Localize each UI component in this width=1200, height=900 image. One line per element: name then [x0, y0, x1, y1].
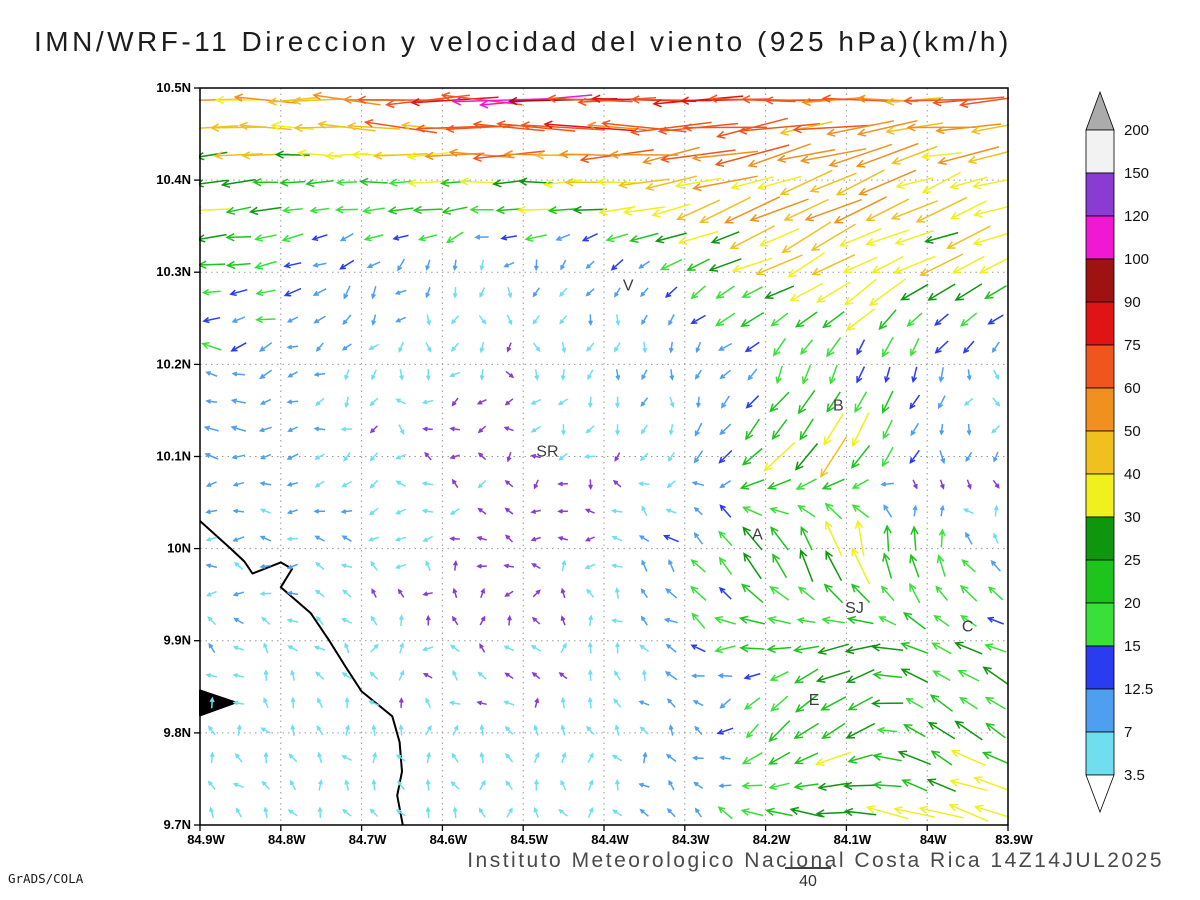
station-label: E [809, 692, 820, 709]
colorbar-tick-label: 15 [1124, 638, 1141, 655]
station-label: B [833, 397, 844, 414]
colorbar-over-cap [1085, 90, 1115, 131]
colorbar-tick-label: 25 [1124, 552, 1141, 569]
x-tick-label: 84.4W [591, 832, 629, 847]
colorbar-segment [1085, 301, 1115, 346]
colorbar-tick-label: 7 [1124, 724, 1132, 741]
reference-vector-label: 40 [799, 873, 817, 890]
x-tick-label: 84.9W [187, 832, 225, 847]
colorbar-segment [1085, 172, 1115, 217]
colorbar-tick-label: 75 [1124, 337, 1141, 354]
x-tick-label: 84.2W [753, 832, 791, 847]
footer-caption: Instituto Meteorologico Nacional Costa R… [467, 849, 1164, 872]
x-tick-label: 84.7W [349, 832, 387, 847]
colorbar-tick-label: 12.5 [1124, 681, 1153, 698]
y-tick-label: 10.5N [156, 80, 191, 95]
colorbar-segment [1085, 387, 1115, 432]
y-tick-label: 10.2N [156, 356, 191, 371]
colorbar-tick-label: 100 [1124, 251, 1149, 268]
colorbar-tick-label: 50 [1124, 423, 1141, 440]
chart-title: IMN/WRF-11 Direccion y velocidad del vie… [34, 26, 1012, 57]
station-label: C [962, 619, 974, 636]
x-tick-label: 83.9W [995, 832, 1033, 847]
colorbar-tick-label: 120 [1124, 208, 1149, 225]
y-tick-label: 9.9N [164, 633, 191, 648]
y-axis-labels: 10.5N 10.4N 10.3N 10.2N 10.1N 10N 9.9N 9.8N 9.7N [156, 80, 191, 832]
colorbar-tick-label: 60 [1124, 380, 1141, 397]
station-label: SR [536, 444, 558, 461]
colorbar-segment [1085, 215, 1115, 260]
x-axis-labels: 84.9W 84.8W 84.7W 84.6W 84.5W 84.4W 84.3W 84.2W… [187, 832, 1033, 847]
colorbar-segment [1085, 602, 1115, 647]
y-tick-label: 9.7N [164, 817, 191, 832]
x-tick-label: 84.5W [510, 832, 548, 847]
x-tick-label: 84.6W [430, 832, 468, 847]
wind-vectors [199, 91, 1009, 822]
reference-vector: 40 [785, 867, 831, 890]
colorbar [1085, 90, 1115, 814]
colorbar-segment [1085, 129, 1115, 174]
colorbar-tick-label: 3.5 [1124, 767, 1145, 784]
colorbar-segment [1085, 473, 1115, 518]
colorbar-tick-label: 20 [1124, 595, 1141, 612]
colorbar-segment [1085, 516, 1115, 561]
y-tick-label: 10N [167, 541, 191, 556]
colorbar-segment [1085, 731, 1115, 776]
station-label: A [752, 526, 763, 543]
grads-credit: GrADS/COLA [8, 871, 84, 886]
x-tick-label: 84.3W [672, 832, 710, 847]
colorbar-tick-label: 150 [1124, 165, 1149, 182]
colorbar-tick-label: 90 [1124, 294, 1141, 311]
x-tick-label: 84.1W [834, 832, 872, 847]
colorbar-segment [1085, 645, 1115, 690]
station-label: SJ [845, 600, 864, 617]
station-labels: V B SR A SJ C E [536, 278, 973, 710]
y-tick-label: 10.1N [156, 449, 191, 464]
colorbar-labels: 200 150 120 100 90 75 60 50 40 30 25 20 15 12.5 7 3.5 [1124, 122, 1153, 784]
colorbar-segment [1085, 430, 1115, 475]
x-tick-label: 84W [920, 832, 947, 847]
station-label: V [623, 278, 634, 295]
colorbar-segment [1085, 688, 1115, 733]
axis-ticks [194, 87, 1009, 831]
y-tick-label: 10.3N [156, 264, 191, 279]
colorbar-segment [1085, 344, 1115, 389]
y-tick-label: 10.4N [156, 172, 191, 187]
grid-lines [200, 88, 1008, 825]
colorbar-under-cap [1085, 774, 1115, 814]
colorbar-segment [1085, 559, 1115, 604]
colorbar-tick-label: 40 [1124, 466, 1141, 483]
colorbar-segment [1085, 258, 1115, 303]
colorbar-tick-label: 30 [1124, 509, 1141, 526]
y-tick-label: 9.8N [164, 725, 191, 740]
x-tick-label: 84.8W [268, 832, 306, 847]
colorbar-tick-label: 200 [1124, 122, 1149, 139]
